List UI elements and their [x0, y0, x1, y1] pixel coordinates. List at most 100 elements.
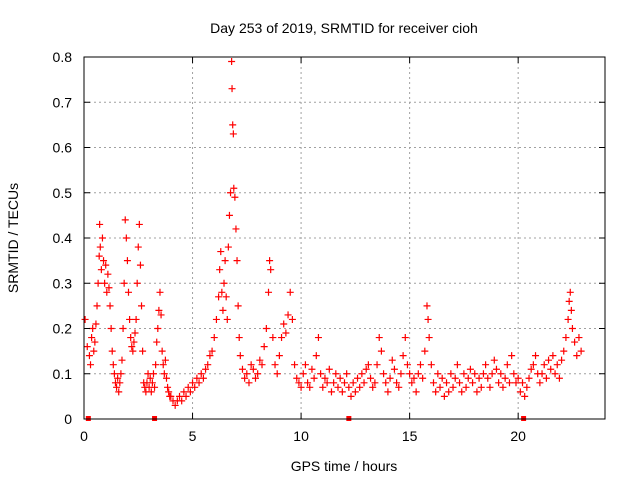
data-point	[182, 392, 190, 400]
data-point	[525, 374, 533, 382]
data-point	[386, 374, 394, 382]
data-point	[314, 334, 322, 342]
data-point	[149, 370, 157, 378]
data-point	[547, 365, 555, 373]
y-tick-label: 0.8	[53, 49, 73, 65]
data-point	[521, 392, 529, 400]
data-point	[95, 252, 103, 260]
data-point	[503, 361, 511, 369]
data-point	[208, 347, 216, 355]
data-point	[260, 343, 268, 351]
data-point	[330, 379, 338, 387]
data-point	[122, 234, 130, 242]
data-point	[94, 279, 102, 287]
data-point	[299, 370, 307, 378]
data-point	[241, 374, 249, 382]
data-point	[154, 325, 162, 332]
data-point	[256, 356, 264, 364]
data-point	[227, 189, 235, 197]
data-point	[102, 261, 110, 269]
data-point	[104, 270, 112, 278]
y-tick-label: 0.3	[53, 275, 73, 291]
data-point	[152, 361, 160, 369]
data-point	[228, 58, 236, 66]
data-point	[121, 216, 129, 224]
data-point	[351, 388, 359, 396]
data-point	[128, 343, 136, 351]
data-points	[81, 58, 585, 409]
data-point	[134, 243, 142, 251]
data-point	[238, 365, 246, 373]
data-point	[98, 234, 106, 242]
data-point	[157, 311, 165, 319]
data-point	[236, 352, 244, 360]
data-point	[297, 383, 305, 391]
x-tick-label: 20	[510, 428, 526, 444]
data-point	[235, 334, 243, 342]
data-point	[126, 315, 134, 323]
data-point	[523, 383, 531, 391]
data-point	[540, 361, 548, 369]
y-tick-label: 0.1	[53, 366, 73, 382]
data-point	[96, 243, 104, 251]
data-point	[156, 288, 164, 296]
data-point	[425, 334, 433, 342]
data-point	[224, 243, 232, 251]
data-point	[136, 261, 144, 269]
data-point	[334, 383, 342, 391]
data-point	[451, 374, 459, 382]
data-point	[473, 388, 481, 396]
data-point	[215, 293, 223, 301]
data-point	[514, 374, 522, 382]
data-point	[88, 334, 96, 342]
data-point	[419, 374, 427, 382]
data-point	[449, 383, 457, 391]
data-point	[116, 379, 124, 387]
data-point	[228, 85, 236, 93]
data-point	[436, 383, 444, 391]
data-point	[408, 379, 416, 387]
data-point	[401, 334, 409, 342]
x-tick-label: 15	[402, 428, 418, 444]
data-point	[280, 320, 288, 328]
data-point	[338, 388, 346, 396]
data-point	[492, 365, 500, 373]
data-point	[373, 361, 381, 369]
data-point	[147, 388, 155, 396]
data-point	[229, 121, 237, 129]
data-point	[399, 352, 407, 360]
data-point	[278, 334, 286, 342]
x-axis-label: GPS time / hours	[291, 458, 398, 474]
data-point	[210, 334, 218, 342]
data-point	[432, 388, 440, 396]
data-point	[291, 361, 299, 369]
data-point	[479, 370, 487, 378]
data-point	[155, 306, 163, 314]
data-point	[445, 388, 453, 396]
data-point	[416, 361, 424, 369]
data-point	[97, 266, 105, 274]
data-point	[438, 374, 446, 382]
x-tick-label: 10	[293, 428, 309, 444]
data-point	[529, 361, 537, 369]
data-point	[321, 374, 329, 382]
data-point	[189, 379, 197, 387]
data-point	[158, 347, 166, 355]
data-point	[336, 374, 344, 382]
data-point	[199, 374, 207, 382]
y-axis-ticks: 0 0.1 0.2 0.3 0.4 0.5 0.6 0.7 0.8	[53, 49, 605, 427]
y-tick-label: 0	[64, 411, 72, 427]
data-point	[151, 383, 159, 391]
data-point	[310, 374, 318, 382]
data-point	[482, 361, 490, 369]
data-point	[254, 370, 262, 378]
data-point	[486, 383, 494, 391]
data-point	[312, 352, 320, 360]
data-point	[193, 374, 201, 382]
data-point	[347, 392, 355, 400]
data-point	[106, 302, 114, 310]
data-point	[490, 356, 498, 364]
data-point	[469, 379, 477, 387]
data-point	[377, 347, 385, 355]
